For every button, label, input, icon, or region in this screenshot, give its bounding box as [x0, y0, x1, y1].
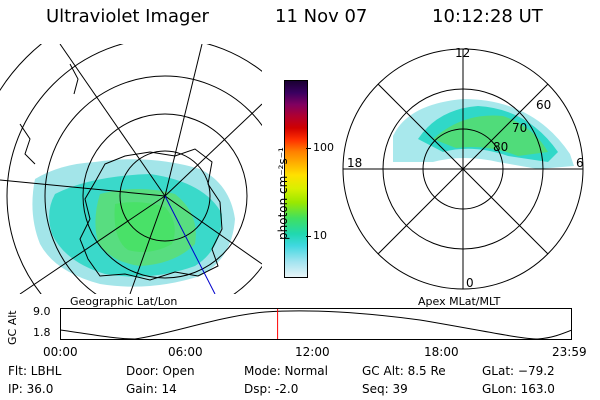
- longitude-grid: [0, 44, 262, 294]
- altitude-ylabel: GC Alt: [6, 310, 19, 345]
- time-tick-1800: 18:00: [424, 345, 459, 359]
- geographic-map: [0, 44, 262, 294]
- info-ip: IP: 36.0: [8, 382, 54, 396]
- mlt-meridians: [343, 49, 583, 289]
- colorbar-tick-low-mark: [306, 236, 311, 237]
- mlt-label-6: 6: [576, 156, 584, 170]
- time-tick-1200: 12:00: [295, 345, 330, 359]
- mlat-label-70: 70: [512, 121, 528, 135]
- time-tick-2359: 23:59: [552, 345, 587, 359]
- info-glat: GLat: −79.2: [482, 364, 555, 378]
- altitude-y-low: 1.8: [33, 326, 51, 339]
- altitude-curve: [60, 310, 572, 340]
- aurora-emission-magnetic: [393, 99, 574, 169]
- info-gain: Gain: 14: [126, 382, 177, 396]
- colorbar: [284, 80, 308, 278]
- mlt-label-12: 12: [455, 46, 471, 60]
- geographic-caption: Geographic Lat/Lon: [70, 295, 178, 308]
- magnetic-caption: Apex MLat/MLT: [418, 295, 501, 308]
- info-dsp: Dsp: -2.0: [244, 382, 299, 396]
- magnetic-meridian: [164, 195, 216, 294]
- magnetic-map: [342, 48, 584, 290]
- colorbar-tick-low: 10: [313, 229, 327, 242]
- colorbar-tick-high-mark: [306, 148, 311, 149]
- info-mode: Mode: Normal: [244, 364, 328, 378]
- mlat-label-80: 80: [493, 140, 509, 154]
- image-date: 11 Nov 07: [275, 6, 368, 27]
- mlt-label-0: 0: [466, 276, 474, 290]
- mlt-label-18: 18: [347, 156, 363, 170]
- altitude-plot: [60, 308, 572, 340]
- coastline: [79, 148, 223, 281]
- colorbar-tick-high: 100: [313, 141, 334, 154]
- info-gc-alt: GC Alt: 8.5 Re: [362, 364, 446, 378]
- time-tick-0000: 00:00: [43, 345, 78, 359]
- instrument-title: Ultraviolet Imager: [46, 6, 209, 27]
- time-tick-0600: 06:00: [168, 345, 203, 359]
- image-time: 10:12:28 UT: [432, 6, 543, 27]
- info-seq: Seq: 39: [362, 382, 408, 396]
- altitude-y-high: 9.0: [33, 305, 51, 318]
- colorbar-unit-label: photon cm⁻²s⁻¹: [276, 147, 290, 240]
- mlat-label-60: 60: [536, 98, 552, 112]
- latitude-grid: [0, 44, 262, 294]
- info-flt: Flt: LBHL: [8, 364, 62, 378]
- info-door: Door: Open: [126, 364, 195, 378]
- info-glon: GLon: 163.0: [482, 382, 555, 396]
